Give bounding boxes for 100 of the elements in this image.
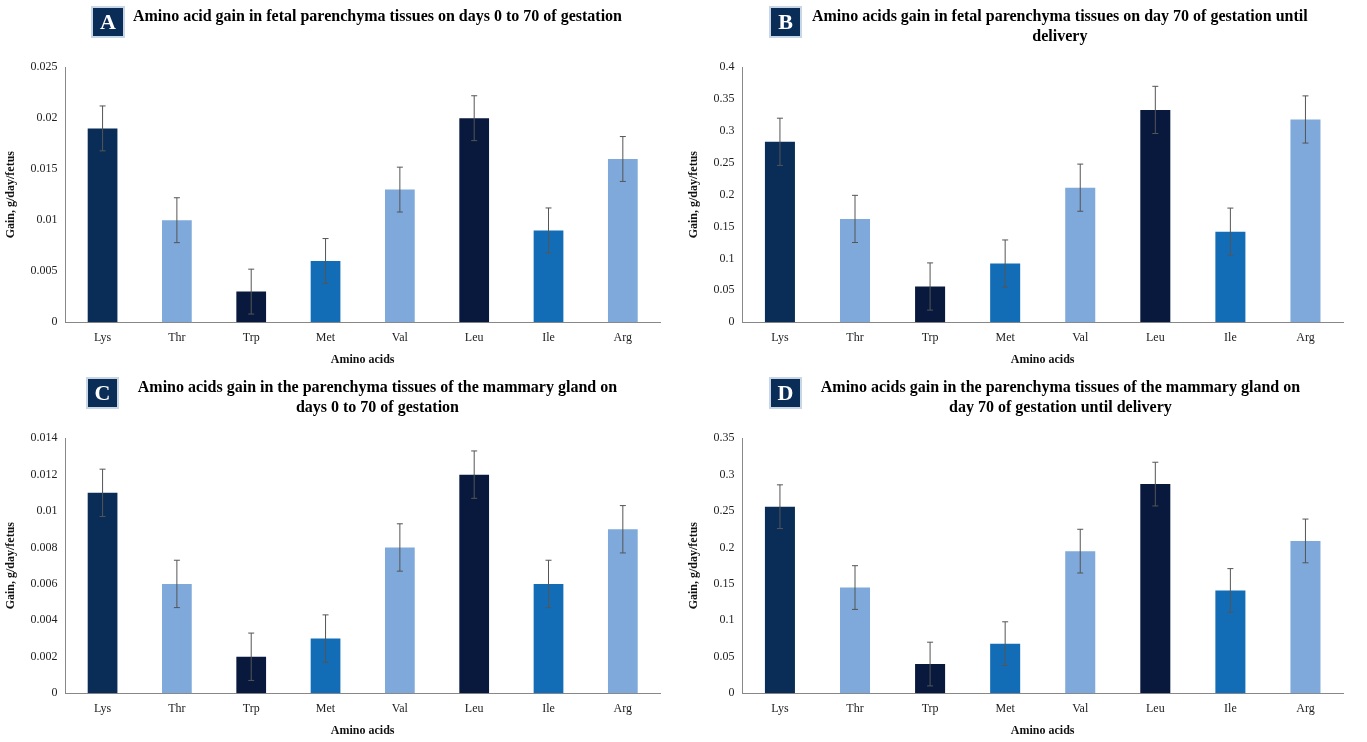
chart-title: Amino acid gain in fetal parenchyma tissues on days 0 to 70 of gestation [132,6,622,26]
y-tick-label: 0.3 [719,123,735,138]
x-tick-label: Leu [1145,700,1165,715]
x-axis-title: Amino acids [1010,351,1075,366]
x-tick-label: Met [315,700,336,715]
x-tick-label: Ile [542,329,555,344]
y-tick-label: 0 [728,685,735,700]
x-tick-label: Trp [242,329,260,344]
bar [764,506,795,694]
x-tick-label: Val [391,700,409,715]
y-tick-label: 0.2 [719,186,735,201]
x-axis-title: Amino acids [330,351,395,366]
y-tick-label: 0 [51,685,58,700]
y-tick-label: 0.01 [36,212,58,227]
x-tick-label: Met [315,329,336,344]
text: B [769,6,802,38]
text: D [768,377,803,409]
chart-title: Amino acids gain in fetal parenchyma tissues on day 70 of gestation until delivery [810,6,1309,46]
bar [533,230,564,323]
bar [915,664,946,694]
y-axis-title: Gain, g/day/fetus [3,150,18,239]
chart-title: Amino acids gain in the parenchyma tissues of the mammary gland on days 0 to 70 of gestation [136,377,619,417]
x-tick-label: Trp [242,700,260,715]
bar [607,159,638,323]
x-tick-label: Ile [1224,329,1237,344]
bar [459,118,490,323]
x-tick-label: Leu [464,700,484,715]
y-tick-label: 0.15 [713,576,735,591]
bar [533,583,564,694]
x-tick-label: Thr [846,700,864,715]
x-tick-label: Arg [613,329,633,344]
bar [162,220,192,323]
y-tick-label: 0.025 [30,59,58,74]
y-tick-label: 0.012 [30,466,58,481]
bar [1065,551,1096,694]
x-tick-label: Arg [1296,329,1315,344]
y-tick-label: 0.005 [30,263,58,278]
y-tick-label: 0.1 [719,612,735,627]
x-tick-label: Met [995,700,1016,715]
x-tick-label: Val [1072,329,1089,344]
x-tick-label: Met [995,329,1016,344]
y-tick-label: 0.3 [719,466,735,481]
bar [1140,484,1171,694]
bar [236,656,267,694]
bar [385,547,415,694]
y-axis-title: Gain, g/day/fetus [3,521,18,610]
bar [915,286,946,323]
x-tick-label: Arg [613,700,633,715]
y-tick-label: 0.015 [30,161,58,176]
x-tick-label: Ile [542,700,555,715]
bar [990,643,1021,694]
y-tick-label: 0.25 [713,154,735,169]
bar [607,529,638,694]
x-tick-label: Leu [464,329,484,344]
bar [310,638,341,694]
y-tick-label: 0 [728,314,735,329]
y-tick-label: 0.02 [36,110,58,125]
bar [87,492,118,694]
y-tick-label: 0.35 [713,430,735,445]
x-tick-label: Thr [168,329,186,344]
x-axis-title: Amino acids [330,722,395,737]
x-tick-label: Val [391,329,409,344]
bar [764,141,795,323]
bar [162,583,192,694]
x-axis-title: Amino acids [1010,722,1075,737]
text: A [91,6,125,38]
y-tick-label: 0.1 [719,250,735,265]
y-tick-label: 0.35 [713,91,735,106]
y-tick-label: 0.15 [713,218,735,233]
y-tick-label: 0.05 [713,648,735,663]
y-tick-label: 0.008 [30,539,58,554]
y-tick-label: 0.002 [30,648,58,663]
bar [310,261,341,323]
bar [236,291,267,323]
y-tick-label: 0.01 [36,503,58,518]
x-tick-label: Thr [846,329,864,344]
y-tick-label: 0.25 [713,503,735,518]
bar [87,128,118,323]
bar [1215,231,1246,323]
bar [840,587,871,694]
y-axis-title: Gain, g/day/fetus [686,521,701,610]
x-tick-label: Val [1072,700,1089,715]
bar [1140,109,1171,323]
x-tick-label: Thr [168,700,186,715]
x-tick-label: Trp [921,329,939,344]
bar [1065,187,1096,323]
y-tick-label: 0.05 [713,282,735,297]
x-tick-label: Lys [771,700,789,715]
y-tick-label: 0.014 [30,430,58,445]
text: C [85,377,120,409]
bar [459,474,490,694]
x-tick-label: Lys [93,329,112,344]
x-tick-label: Lys [771,329,789,344]
y-axis-title: Gain, g/day/fetus [686,150,701,239]
bar [990,263,1021,323]
y-tick-label: 0.004 [30,612,58,627]
bar [1215,590,1246,694]
bar [385,189,415,323]
x-tick-label: Arg [1296,700,1315,715]
chart-title: Amino acids gain in the parenchyma tissues of the mammary gland on day 70 of gestation until delivery [819,377,1302,417]
